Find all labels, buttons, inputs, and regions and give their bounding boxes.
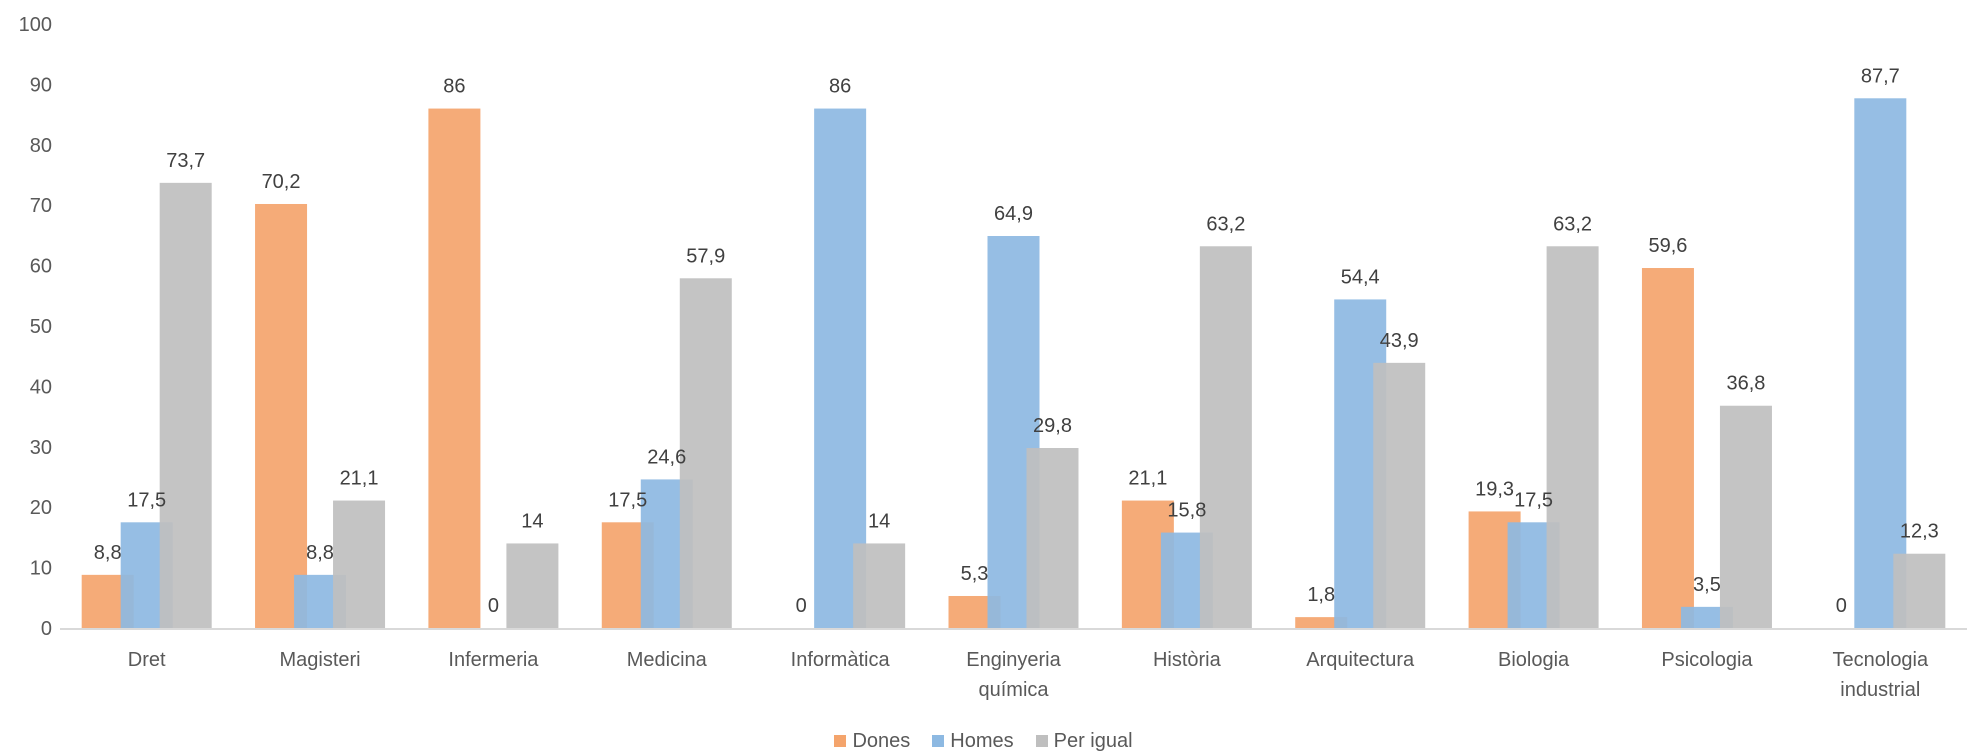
data-label-per-igual-psicologia: 36,8	[1726, 373, 1765, 395]
bar-group-enginyeria-quimica	[948, 236, 1079, 628]
y-tick-label-0: 0	[41, 618, 52, 640]
bar-group-tecnologia-industrial	[1854, 98, 1946, 629]
bar-dones-infermeria	[428, 108, 481, 628]
bar-group-biologia	[1468, 246, 1599, 628]
data-label-homes-informatica: 86	[829, 76, 851, 98]
data-label-per-igual-infermeria: 14	[521, 510, 543, 532]
data-label-per-igual-tecnologia-industrial: 12,3	[1900, 521, 1939, 543]
bar-group-informatica	[814, 108, 906, 628]
x-tick-label-arquitectura: Arquitectura	[1306, 649, 1415, 671]
y-tick-label-100: 100	[19, 14, 52, 36]
bar-group-arquitectura	[1295, 299, 1426, 628]
legend-swatch-homes	[932, 735, 945, 747]
bar-group-infermeria	[428, 108, 559, 628]
bar-per-igual-medicina	[679, 278, 732, 628]
y-tick-label-40: 40	[30, 376, 52, 398]
y-tick-label-60: 60	[30, 256, 52, 278]
data-label-homes-psicologia: 3,5	[1693, 574, 1721, 596]
data-label-dones-psicologia: 59,6	[1648, 235, 1687, 257]
x-tick-label-tecnologia-industrial: Tecnologia industrial	[1833, 649, 1930, 701]
bars	[81, 98, 1946, 629]
x-tick-label-biologia: Biologia	[1498, 649, 1570, 671]
bar-group-dret	[81, 182, 212, 629]
y-tick-label-70: 70	[30, 195, 52, 217]
x-tick-label-enginyeria-quimica: Enginyeria química	[966, 649, 1061, 701]
x-axis: Dret Magisteri Infermeria Medicina Informàti…	[60, 628, 1967, 701]
x-tick-label-medicina: Medicina	[627, 649, 708, 671]
data-label-homes-magisteri: 8,8	[306, 542, 334, 564]
data-label-homes-infermeria: 0	[488, 595, 499, 617]
legend-label-dones: Dones	[852, 729, 911, 752]
bar-group-historia	[1121, 246, 1252, 628]
bar-dones-psicologia	[1641, 268, 1694, 628]
bar-per-igual-infermeria	[506, 543, 559, 628]
legend: Dones Homes Per igual	[0, 728, 1967, 754]
bar-per-igual-enginyeria-quimica	[1026, 448, 1079, 628]
y-tick-label-10: 10	[30, 558, 52, 580]
data-label-dones-informatica: 0	[796, 595, 807, 617]
legend-label-homes: Homes	[950, 729, 1014, 752]
bar-dones-magisteri	[255, 203, 308, 628]
data-label-per-igual-medicina: 57,9	[686, 245, 725, 267]
data-label-per-igual-enginyeria-quimica: 29,8	[1033, 415, 1072, 437]
data-label-per-igual-dret: 73,7	[166, 150, 205, 172]
x-tick-label-informatica: Informàtica	[791, 649, 891, 671]
bar-per-igual-dret	[159, 182, 212, 629]
y-tick-label-80: 80	[30, 135, 52, 157]
data-label-dones-arquitectura: 1,8	[1307, 584, 1335, 606]
y-axis: 0 10 20 30 40 50 60 70 80 90 100	[19, 14, 52, 640]
bar-homes-informatica	[814, 108, 867, 628]
bar-group-psicologia	[1641, 268, 1772, 628]
data-label-dones-medicina: 17,5	[608, 489, 647, 511]
data-label-per-igual-informatica: 14	[868, 510, 890, 532]
data-label-homes-historia: 15,8	[1167, 500, 1206, 522]
data-label-per-igual-historia: 63,2	[1206, 213, 1245, 235]
data-label-dones-historia: 21,1	[1128, 468, 1167, 490]
data-label-homes-enginyeria-quimica: 64,9	[994, 203, 1033, 225]
y-tick-label-50: 50	[30, 316, 52, 338]
data-label-per-igual-magisteri: 21,1	[340, 468, 379, 490]
data-label-homes-tecnologia-industrial: 87,7	[1861, 65, 1900, 87]
data-label-dones-tecnologia-industrial: 0	[1836, 595, 1847, 617]
data-label-per-igual-arquitectura: 43,9	[1380, 330, 1419, 352]
x-tick-label-infermeria: Infermeria	[448, 649, 539, 671]
data-label-dones-dret: 8,8	[94, 542, 122, 564]
bar-per-igual-magisteri	[333, 500, 386, 628]
y-tick-label-90: 90	[30, 74, 52, 96]
legend-item-homes: Homes	[932, 729, 1014, 753]
bar-dones-arquitectura	[1295, 617, 1348, 628]
x-tick-label-historia: Història	[1153, 649, 1222, 671]
legend-label-per-igual: Per igual	[1053, 729, 1133, 752]
legend-item-per-igual: Per igual	[1035, 729, 1133, 753]
legend-swatch-dones	[834, 735, 847, 747]
x-tick-label-psicologia: Psicologia	[1661, 649, 1753, 671]
data-label-homes-dret: 17,5	[127, 489, 166, 511]
bar-per-igual-arquitectura	[1373, 362, 1426, 628]
data-label-homes-arquitectura: 54,4	[1341, 266, 1380, 288]
data-label-dones-enginyeria-quimica: 5,3	[961, 563, 989, 585]
bar-per-igual-historia	[1199, 246, 1252, 628]
legend-item-dones: Dones	[834, 730, 910, 753]
y-tick-label-30: 30	[30, 437, 52, 459]
data-label-dones-infermeria: 86	[443, 76, 465, 98]
bar-group-magisteri	[255, 203, 386, 628]
bar-group-medicina	[601, 278, 732, 628]
bar-per-igual-tecnologia-industrial	[1893, 553, 1946, 628]
data-labels: 8,817,573,770,28,821,18601417,524,657,90…	[94, 65, 1939, 617]
bar-homes-tecnologia-industrial	[1854, 98, 1907, 629]
data-label-homes-biologia: 17,5	[1514, 489, 1553, 511]
data-label-per-igual-biologia: 63,2	[1553, 213, 1592, 235]
bar-per-igual-informatica	[853, 543, 906, 628]
bar-per-igual-psicologia	[1719, 405, 1772, 628]
x-tick-label-magisteri: Magisteri	[279, 649, 360, 671]
y-tick-label-20: 20	[30, 497, 52, 519]
legend-swatch-per-igual	[1035, 735, 1048, 747]
x-tick-label-dret: Dret	[128, 649, 166, 671]
bar-per-igual-biologia	[1546, 246, 1599, 628]
data-label-homes-medicina: 24,6	[647, 446, 686, 468]
data-label-dones-magisteri: 70,2	[262, 171, 301, 193]
data-label-dones-biologia: 19,3	[1475, 478, 1514, 500]
